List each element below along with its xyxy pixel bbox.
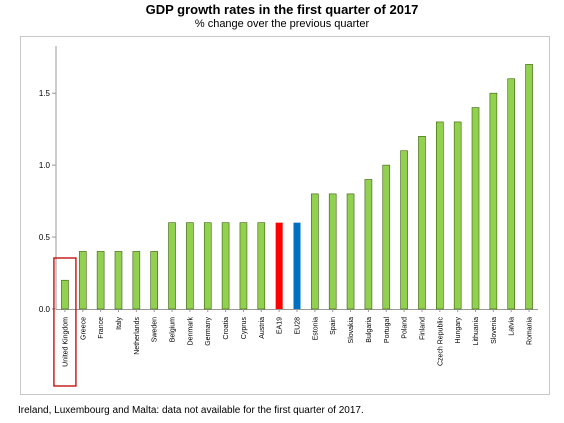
- x-tick-label: Estonia: [312, 317, 319, 340]
- x-tick-label: Poland: [402, 317, 409, 339]
- x-tick-label: Croatia: [223, 317, 230, 340]
- x-tick-label: EU28: [295, 317, 302, 335]
- bar: [525, 64, 533, 310]
- bar: [382, 164, 391, 310]
- bar: [293, 222, 301, 309]
- bar: [418, 136, 426, 310]
- highlight-box: [53, 257, 77, 387]
- x-tick-label: Germany: [205, 317, 212, 346]
- x-tick-label: Bulgaria: [366, 317, 373, 343]
- x-tick-label: Portugal: [384, 317, 391, 344]
- bar: [257, 222, 266, 310]
- y-tick-label: 0.0: [39, 305, 51, 314]
- x-tick-label: Spain: [330, 317, 337, 335]
- x-tick-label: Austria: [259, 317, 266, 339]
- bar: [96, 251, 105, 310]
- bar: [328, 193, 337, 310]
- chart-frame: [20, 36, 550, 395]
- x-tick-label: Denmark: [187, 317, 194, 346]
- bar: [186, 222, 194, 310]
- bar: [221, 222, 230, 310]
- y-tick-label: 0.5: [39, 233, 51, 242]
- x-tick-label: Netherlands: [134, 317, 141, 355]
- bar: [400, 150, 408, 310]
- bar: [78, 251, 87, 310]
- bar: [275, 222, 283, 309]
- bar: [150, 251, 158, 310]
- x-tick-label: Lithuania: [473, 317, 480, 346]
- x-tick-label: Czech Republic: [437, 317, 444, 367]
- x-tick-label: Greece: [80, 317, 87, 340]
- x-tick-label: Italy: [116, 317, 123, 330]
- bar: [168, 222, 176, 310]
- footnote: Ireland, Luxembourg and Malta: data not …: [18, 405, 364, 416]
- bar: [346, 193, 355, 310]
- x-tick-label: Slovenia: [491, 317, 498, 344]
- x-tick-label: Latvia: [509, 317, 516, 336]
- x-tick-label: Romania: [527, 317, 534, 345]
- bar: [132, 251, 141, 310]
- bar: [239, 222, 248, 310]
- bar: [471, 107, 480, 310]
- x-tick-label: Cyprus: [241, 317, 248, 340]
- bar: [436, 121, 444, 310]
- x-tick-label: Belgium: [170, 317, 177, 342]
- y-tick-label: 1.0: [39, 161, 51, 170]
- bar: [114, 251, 123, 310]
- x-tick-label: Sweden: [152, 317, 159, 342]
- x-tick-label: Finland: [419, 317, 426, 340]
- bar: [61, 279, 69, 310]
- bar: [507, 78, 516, 310]
- x-tick-label: EA19: [277, 317, 284, 334]
- chart-subtitle: % change over the previous quarter: [194, 18, 370, 30]
- x-tick-label: Slovakia: [348, 317, 355, 344]
- bar: [203, 222, 212, 310]
- x-tick-label: France: [98, 317, 105, 339]
- bar: [489, 92, 498, 310]
- bar: [311, 193, 319, 310]
- x-tick-label: Hungary: [455, 317, 462, 344]
- chart-title: GDP growth rates in the first quarter of…: [145, 2, 419, 17]
- bar: [364, 179, 373, 310]
- bar: [453, 121, 462, 310]
- x-tick-label: United Kingdom: [62, 317, 69, 367]
- y-tick-label: 1.5: [39, 89, 51, 98]
